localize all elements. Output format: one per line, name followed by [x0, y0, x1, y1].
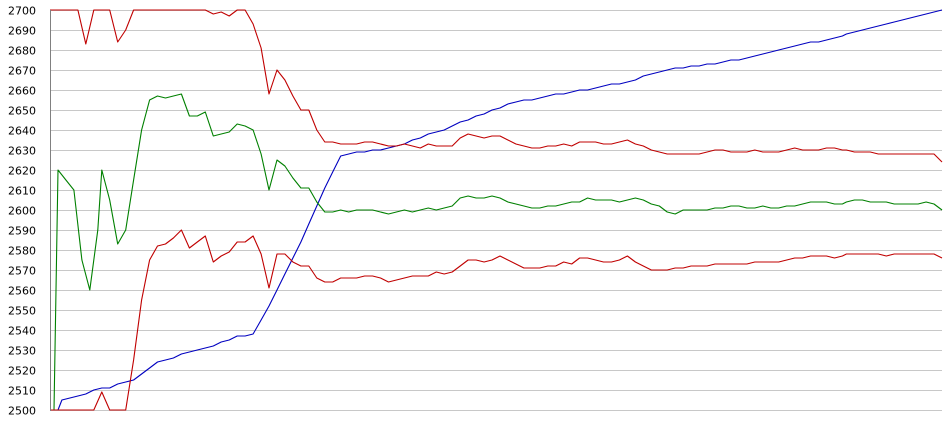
y-tick-label: 2510 [8, 385, 36, 398]
series-line-4 [50, 229, 943, 411]
y-tick-label: 2550 [8, 305, 36, 318]
y-tick-label: 2620 [8, 165, 36, 178]
y-tick-label: 2570 [8, 265, 36, 278]
y-tick-label: 2650 [8, 105, 36, 118]
y-tick-labels: 2500 2510 2520 2530 2540 2550 2560 2570 2580 2590… [8, 5, 36, 418]
y-tick-label: 2580 [8, 245, 36, 258]
y-tick-label: 2680 [8, 45, 36, 58]
y-tick-label: 2500 [8, 405, 36, 418]
y-tick-label: 2600 [8, 205, 36, 218]
series-lines [50, 9, 943, 411]
y-tick-label: 2630 [8, 145, 36, 158]
y-tick-label: 2560 [8, 285, 36, 298]
y-tick-label: 2660 [8, 85, 36, 98]
y-tick-label: 2700 [8, 5, 36, 18]
y-tick-label: 2520 [8, 365, 36, 378]
series-line-2 [50, 93, 943, 411]
y-tick-label: 2610 [8, 185, 36, 198]
series-line-1 [50, 9, 943, 411]
gridlines [50, 10, 942, 411]
y-tick-label: 2690 [8, 25, 36, 38]
y-tick-label: 2540 [8, 325, 36, 338]
series-line-3 [50, 9, 943, 163]
y-tick-label: 2530 [8, 345, 36, 358]
y-tick-label: 2670 [8, 65, 36, 78]
y-tick-label: 2590 [8, 225, 36, 238]
y-tick-label: 2640 [8, 125, 36, 138]
